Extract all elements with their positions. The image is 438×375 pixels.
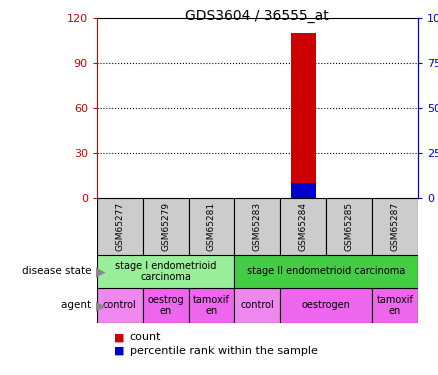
Bar [326,198,372,255]
Text: stage II endometrioid carcinoma: stage II endometrioid carcinoma [247,267,405,276]
Text: ▶: ▶ [96,299,106,312]
Bar [290,33,316,198]
Text: tamoxif
en: tamoxif en [377,295,413,316]
Bar [372,198,418,255]
Text: GSM65284: GSM65284 [299,202,307,250]
Text: control: control [240,300,274,310]
Bar [290,183,316,198]
Bar [234,198,280,255]
Text: ■: ■ [114,333,125,342]
Bar [372,288,418,322]
Text: ▶: ▶ [96,265,106,278]
Text: percentile rank within the sample: percentile rank within the sample [130,346,318,355]
Bar [97,255,234,288]
Bar [280,198,326,255]
Bar [234,255,418,288]
Text: control: control [103,300,137,310]
Bar [97,198,143,255]
Text: GDS3604 / 36555_at: GDS3604 / 36555_at [185,9,329,23]
Text: stage I endometrioid
carcinoma: stage I endometrioid carcinoma [115,261,216,282]
Bar [234,288,280,322]
Text: GSM65287: GSM65287 [390,202,399,251]
Text: ■: ■ [114,346,125,355]
Bar [280,288,372,322]
Text: GSM65279: GSM65279 [161,202,170,251]
Text: disease state: disease state [22,267,95,276]
Text: GSM65283: GSM65283 [253,202,262,251]
Bar [143,198,188,255]
Text: agent: agent [61,300,95,310]
Text: tamoxif
en: tamoxif en [193,295,230,316]
Bar [188,198,234,255]
Text: GSM65277: GSM65277 [115,202,124,251]
Bar [97,288,143,322]
Text: oestrogen: oestrogen [302,300,350,310]
Text: count: count [130,333,161,342]
Bar [143,288,188,322]
Text: GSM65281: GSM65281 [207,202,216,251]
Text: GSM65285: GSM65285 [345,202,353,251]
Text: oestrog
en: oestrog en [147,295,184,316]
Bar [188,288,234,322]
